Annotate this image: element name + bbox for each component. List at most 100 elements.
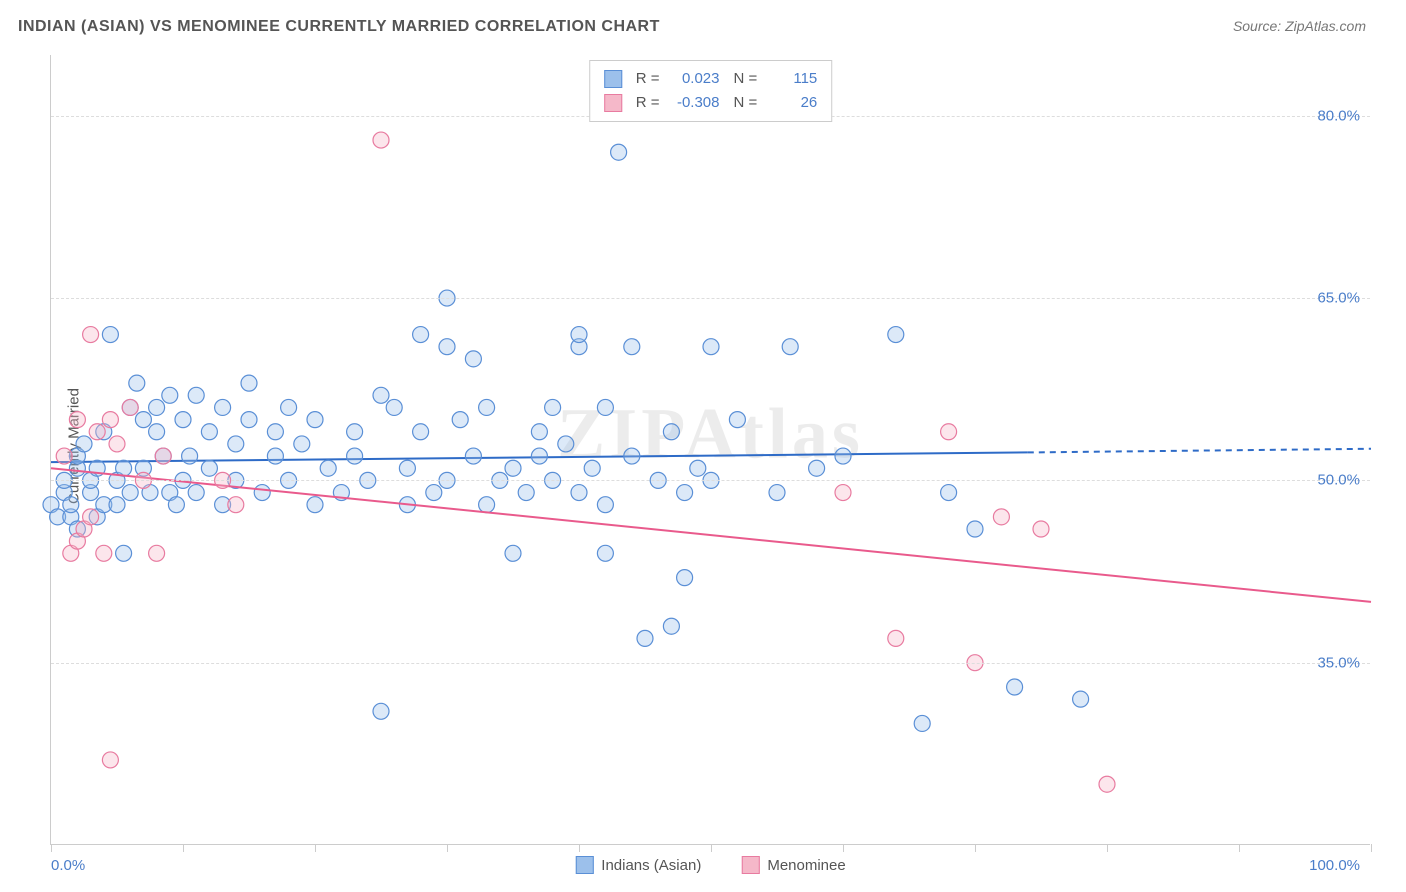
data-point [465,448,481,464]
chart-container: INDIAN (ASIAN) VS MENOMINEE CURRENTLY MA… [0,0,1406,892]
x-tick [315,844,316,852]
data-point [254,485,270,501]
data-point [518,485,534,501]
data-point [597,399,613,415]
data-point [558,436,574,452]
data-point [228,497,244,513]
data-point [663,424,679,440]
y-tick-label: 50.0% [1317,472,1360,489]
data-point [531,424,547,440]
data-point [690,460,706,476]
data-point [624,339,640,355]
stat-r-label: R = [636,67,660,91]
data-point [373,387,389,403]
data-point [162,387,178,403]
bottom-legend: Indians (Asian) Menominee [575,856,845,874]
x-tick [1107,844,1108,852]
x-tick [1371,844,1372,852]
data-point [168,497,184,513]
data-point [584,460,600,476]
data-point [729,412,745,428]
stat-n-label: N = [734,91,758,115]
trend-line-ext [1028,449,1371,453]
stat-r-value: -0.308 [668,91,720,115]
data-point [76,436,92,452]
data-point [188,485,204,501]
data-point [122,399,138,415]
data-point [703,339,719,355]
data-point [677,570,693,586]
chart-source: Source: ZipAtlas.com [1233,18,1366,34]
x-tick [579,844,580,852]
data-point [96,545,112,561]
data-point [228,436,244,452]
stat-n-value: 26 [765,91,817,115]
data-point [571,327,587,343]
data-point [413,327,429,343]
legend-label: Menominee [767,857,845,874]
data-point [505,545,521,561]
stats-legend: R =0.023N =115R =-0.308N =26 [589,60,833,122]
legend-swatch [604,70,622,88]
data-point [175,412,191,428]
data-point [116,545,132,561]
data-point [102,752,118,768]
data-point [109,436,125,452]
data-point [426,485,442,501]
data-point [307,497,323,513]
data-point [116,460,132,476]
plot-svg [51,55,1370,844]
data-point [993,509,1009,525]
data-point [888,630,904,646]
data-point [155,448,171,464]
data-point [399,460,415,476]
x-label-min: 0.0% [51,857,85,874]
y-tick-label: 80.0% [1317,107,1360,124]
data-point [201,460,217,476]
data-point [69,412,85,428]
data-point [182,448,198,464]
stat-n-value: 115 [765,67,817,91]
data-point [1033,521,1049,537]
stat-r-label: R = [636,91,660,115]
data-point [149,399,165,415]
data-point [267,448,283,464]
data-point [135,412,151,428]
data-point [241,412,257,428]
data-point [413,424,429,440]
data-point [452,412,468,428]
legend-swatch [741,856,759,874]
stat-n-label: N = [734,67,758,91]
data-point [83,509,99,525]
data-point [149,545,165,561]
data-point [347,448,363,464]
data-point [122,485,138,501]
stats-legend-row: R =0.023N =115 [604,67,818,91]
data-point [83,327,99,343]
data-point [281,399,297,415]
data-point [102,412,118,428]
data-point [479,399,495,415]
data-point [56,448,72,464]
legend-label: Indians (Asian) [601,857,701,874]
data-point [102,327,118,343]
data-point [941,485,957,501]
data-point [129,375,145,391]
data-point [386,399,402,415]
data-point [215,399,231,415]
data-point [109,497,125,513]
data-point [439,339,455,355]
x-tick [51,844,52,852]
data-point [373,132,389,148]
data-point [597,497,613,513]
data-point [188,387,204,403]
bottom-legend-item: Menominee [741,856,845,874]
legend-swatch [604,94,622,112]
data-point [294,436,310,452]
data-point [505,460,521,476]
data-point [149,424,165,440]
data-point [1007,679,1023,695]
bottom-legend-item: Indians (Asian) [575,856,701,874]
data-point [597,545,613,561]
data-point [241,375,257,391]
